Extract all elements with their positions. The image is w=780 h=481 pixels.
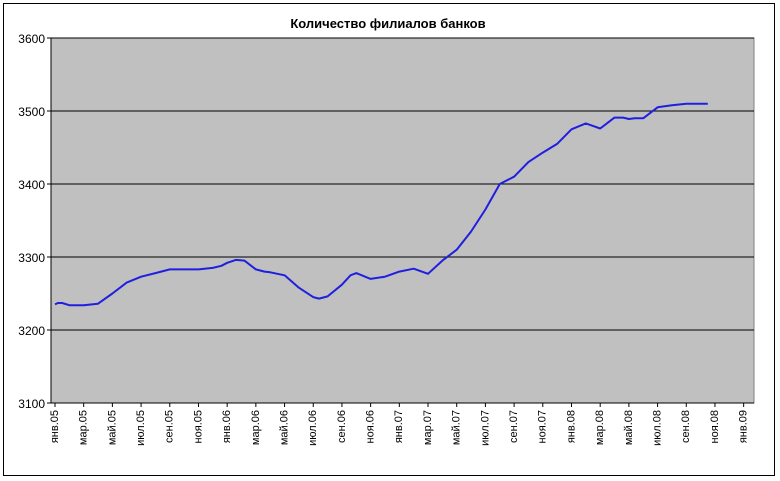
- x-tick-label-мар.05: мар.05: [78, 410, 90, 445]
- x-tick-label-июл.06: июл.06: [307, 410, 319, 446]
- x-tick-label-мар.07: мар.07: [422, 410, 434, 445]
- y-tick-label-3500: 3500: [18, 105, 45, 119]
- x-tick-label-май.08: май.08: [623, 410, 635, 445]
- chart-title: Количество филиалов банков: [290, 16, 485, 31]
- x-tick-label-сен.05: сен.05: [164, 410, 176, 443]
- x-tick-label-ноя.07: ноя.07: [537, 410, 549, 443]
- x-tick-label-июл.07: июл.07: [479, 410, 491, 446]
- x-tick-label-янв.06: янв.06: [221, 410, 233, 443]
- x-tick-label-май.06: май.06: [278, 410, 290, 445]
- y-tick-label-3300: 3300: [18, 251, 45, 265]
- x-tick-label-сен.06: сен.06: [336, 410, 348, 443]
- x-tick-label-июл.05: июл.05: [135, 410, 147, 446]
- x-tick-label-июл.08: июл.08: [651, 410, 663, 446]
- x-tick-label-сен.08: сен.08: [680, 410, 692, 443]
- y-tick-label-3100: 3100: [18, 397, 45, 411]
- plot-area: [50, 37, 755, 404]
- x-tick-label-ноя.06: ноя.06: [365, 410, 377, 443]
- x-tick-label-мар.08: мар.08: [594, 410, 606, 445]
- x-tick-label-сен.07: сен.07: [508, 410, 520, 443]
- x-tick-label-ноя.08: ноя.08: [709, 410, 721, 443]
- y-tick-label-3200: 3200: [18, 324, 45, 338]
- x-tick-label-янв.08: янв.08: [565, 410, 577, 443]
- series-line-0: [54, 102, 708, 307]
- x-tick-label-янв.07: янв.07: [393, 410, 405, 443]
- x-tick-label-май.05: май.05: [106, 410, 118, 445]
- x-tick-label-ноя.05: ноя.05: [192, 410, 204, 443]
- y-tick-label-3600: 3600: [18, 32, 45, 46]
- x-tick-label-мар.06: мар.06: [250, 410, 262, 445]
- x-tick-label-янв.05: янв.05: [49, 410, 61, 443]
- y-tick-label-3400: 3400: [18, 178, 45, 192]
- x-tick-label-янв.09: янв.09: [738, 410, 750, 443]
- x-tick-label-май.07: май.07: [451, 410, 463, 445]
